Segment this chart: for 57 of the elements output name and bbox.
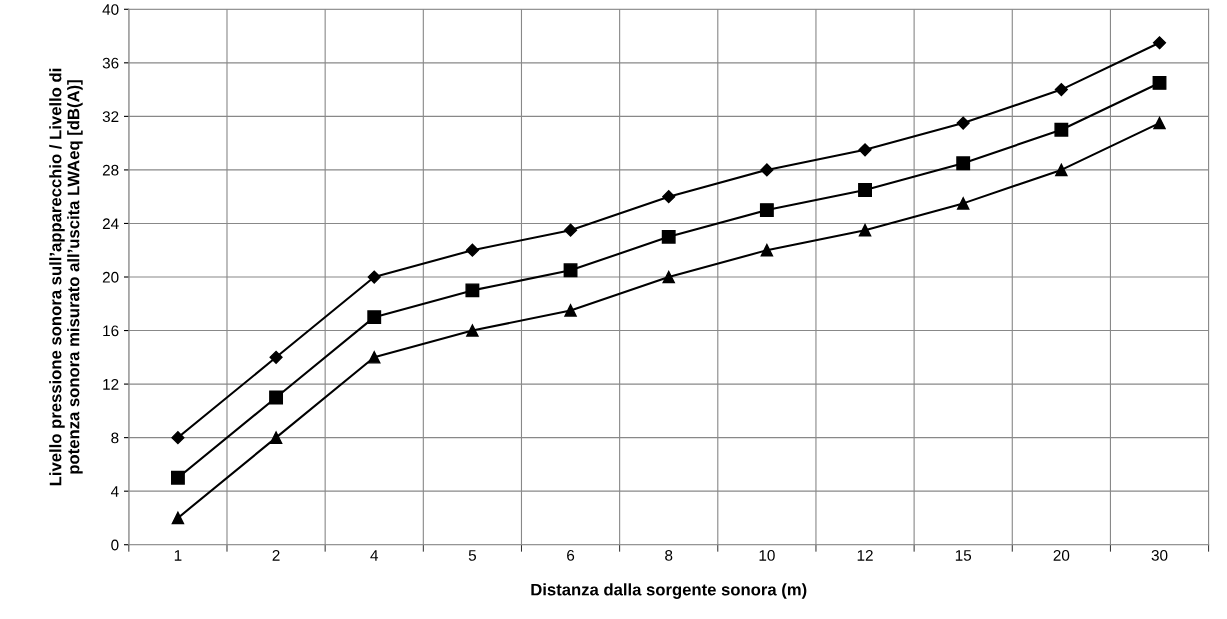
point <box>1152 75 1167 90</box>
y-tick-label: 4 <box>110 486 119 497</box>
point <box>1054 122 1069 137</box>
point <box>367 351 381 364</box>
point <box>956 156 971 171</box>
x-axis-title: Distanza dalla sorgente sonora (m) <box>531 583 807 599</box>
x-tick-label: 30 <box>1151 549 1168 561</box>
point <box>1153 116 1166 130</box>
x-tick-label: 6 <box>567 549 575 561</box>
x-tick-label: 15 <box>955 550 972 561</box>
point <box>564 304 577 317</box>
point <box>661 229 676 244</box>
x-tick-label: 20 <box>1053 549 1070 561</box>
y-axis-title: Livello pressione sonora sull’apparecchio / Livello di potenza sonora misurato all’uscita LWAeq [dB(A)] <box>49 68 83 486</box>
y-tick-label: 24 <box>102 218 119 229</box>
point <box>171 511 185 525</box>
y-tick-label: 8 <box>111 432 119 444</box>
point <box>662 270 675 284</box>
x-tick-label: 10 <box>759 549 775 561</box>
point <box>760 163 774 177</box>
y-tick-label: 16 <box>103 325 119 337</box>
point <box>759 203 774 218</box>
y-tick-label: 32 <box>102 111 119 123</box>
point <box>367 310 382 325</box>
point <box>662 190 676 204</box>
point <box>269 350 283 364</box>
point <box>269 390 284 405</box>
point <box>563 263 578 278</box>
point <box>465 283 480 298</box>
point <box>1152 36 1167 50</box>
x-tick-label: 4 <box>370 550 379 561</box>
x-tick-label: 8 <box>665 549 673 561</box>
x-tick-label: 5 <box>468 550 476 561</box>
y-tick-label: 20 <box>102 271 119 283</box>
x-tick-label: 12 <box>857 549 873 561</box>
y-tick-label: 0 <box>111 539 119 551</box>
point <box>171 431 185 445</box>
x-tick-label: 1 <box>174 550 182 561</box>
point <box>956 197 970 210</box>
point <box>956 116 970 130</box>
point <box>170 470 185 485</box>
point <box>858 183 872 197</box>
point <box>858 223 872 237</box>
point <box>465 243 479 257</box>
y-tick-label: 12 <box>103 378 119 390</box>
point <box>1055 163 1068 177</box>
point <box>466 324 479 337</box>
point <box>269 431 283 444</box>
point <box>1054 83 1068 97</box>
y-tick-label: 28 <box>102 164 119 176</box>
point <box>760 243 774 257</box>
y-tick-label: 40 <box>102 4 119 15</box>
y-tick-label: 36 <box>102 57 119 69</box>
x-tick-label: 2 <box>272 549 280 561</box>
point <box>563 223 578 237</box>
point <box>858 143 872 157</box>
point <box>367 270 381 284</box>
